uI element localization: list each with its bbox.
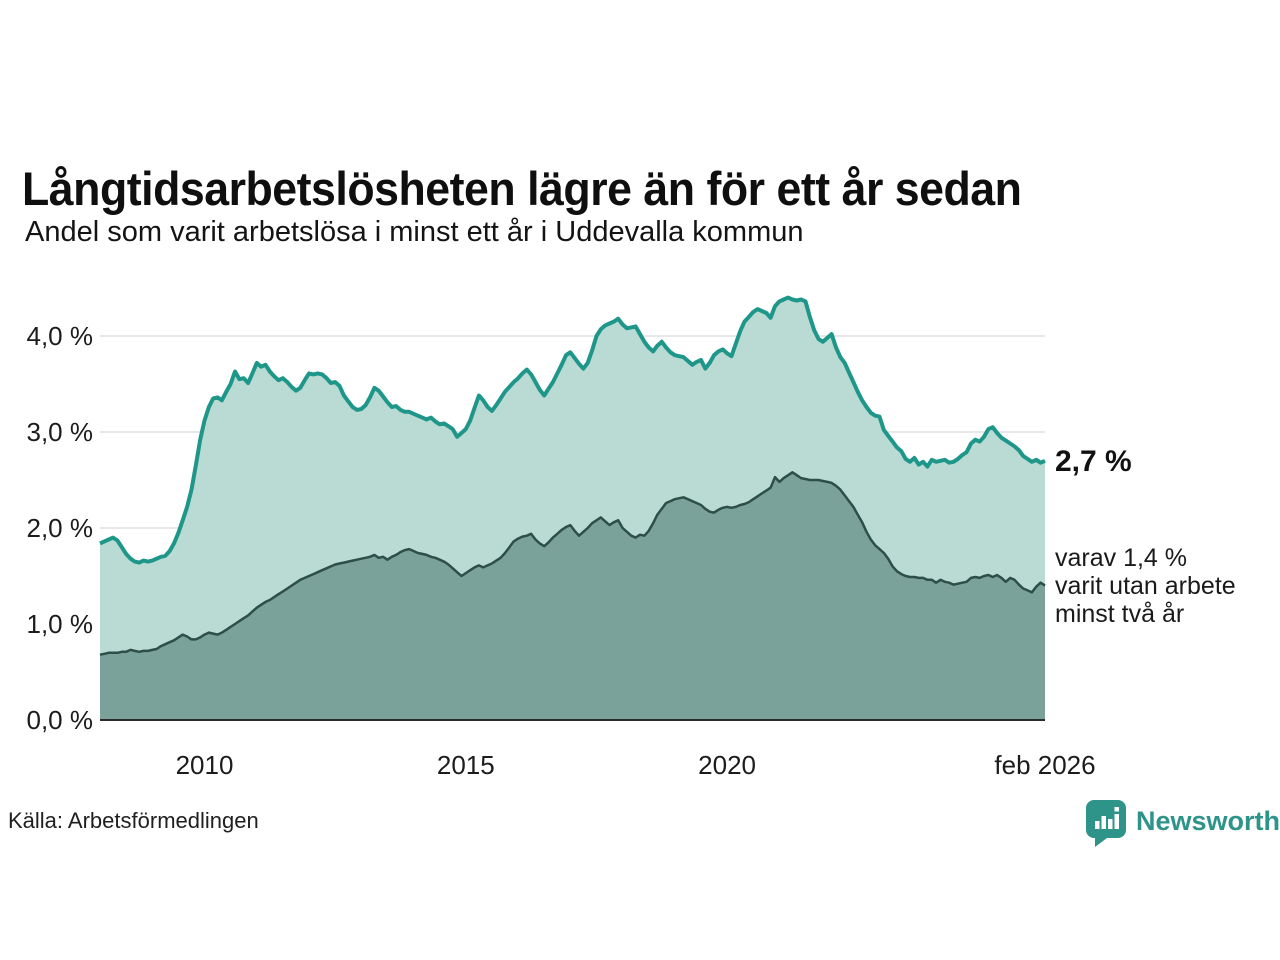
source-attribution: Källa: Arbetsförmedlingen (8, 808, 259, 833)
area-chart (99, 295, 1046, 721)
y-tick-label: 0,0 % (26, 705, 94, 735)
logo-exclamation-bar (1114, 814, 1119, 829)
latest-value-annotation: 2,7 % (1055, 445, 1132, 478)
x-tick-label: 2020 (698, 750, 757, 780)
newsworthy-logo-text: Newsworthy (1136, 806, 1280, 836)
series-area-1 (100, 472, 1045, 720)
y-tick-label: 1,0 % (26, 609, 94, 639)
newsworthy-logo-icon (1086, 800, 1126, 847)
series-line-1 (99, 471, 1046, 656)
y-tick-label: 4,0 % (26, 321, 94, 351)
secondary-series-annotation: varav 1,4 % varit utan arbete minst två … (1055, 544, 1236, 628)
logo-bar-small (1095, 821, 1100, 829)
logo-bar-medium (1101, 816, 1106, 829)
y-tick-label: 2,0 % (26, 513, 94, 543)
x-tick-label: 2015 (436, 750, 495, 780)
newsworthy-logo: Newsworthy (1086, 800, 1280, 848)
page-title: Långtidsarbetslösheten lägre än för ett … (22, 162, 1022, 216)
series-line-0 (99, 295, 1046, 565)
x-tick-label: 2010 (175, 750, 234, 780)
logo-bar-tall (1108, 819, 1113, 829)
page-subtitle: Andel som varit arbetslösa i minst ett å… (25, 216, 804, 248)
y-tick-label: 3,0 % (26, 417, 94, 447)
x-tick-label: feb 2026 (994, 750, 1096, 780)
logo-exclamation-dot (1114, 807, 1119, 812)
